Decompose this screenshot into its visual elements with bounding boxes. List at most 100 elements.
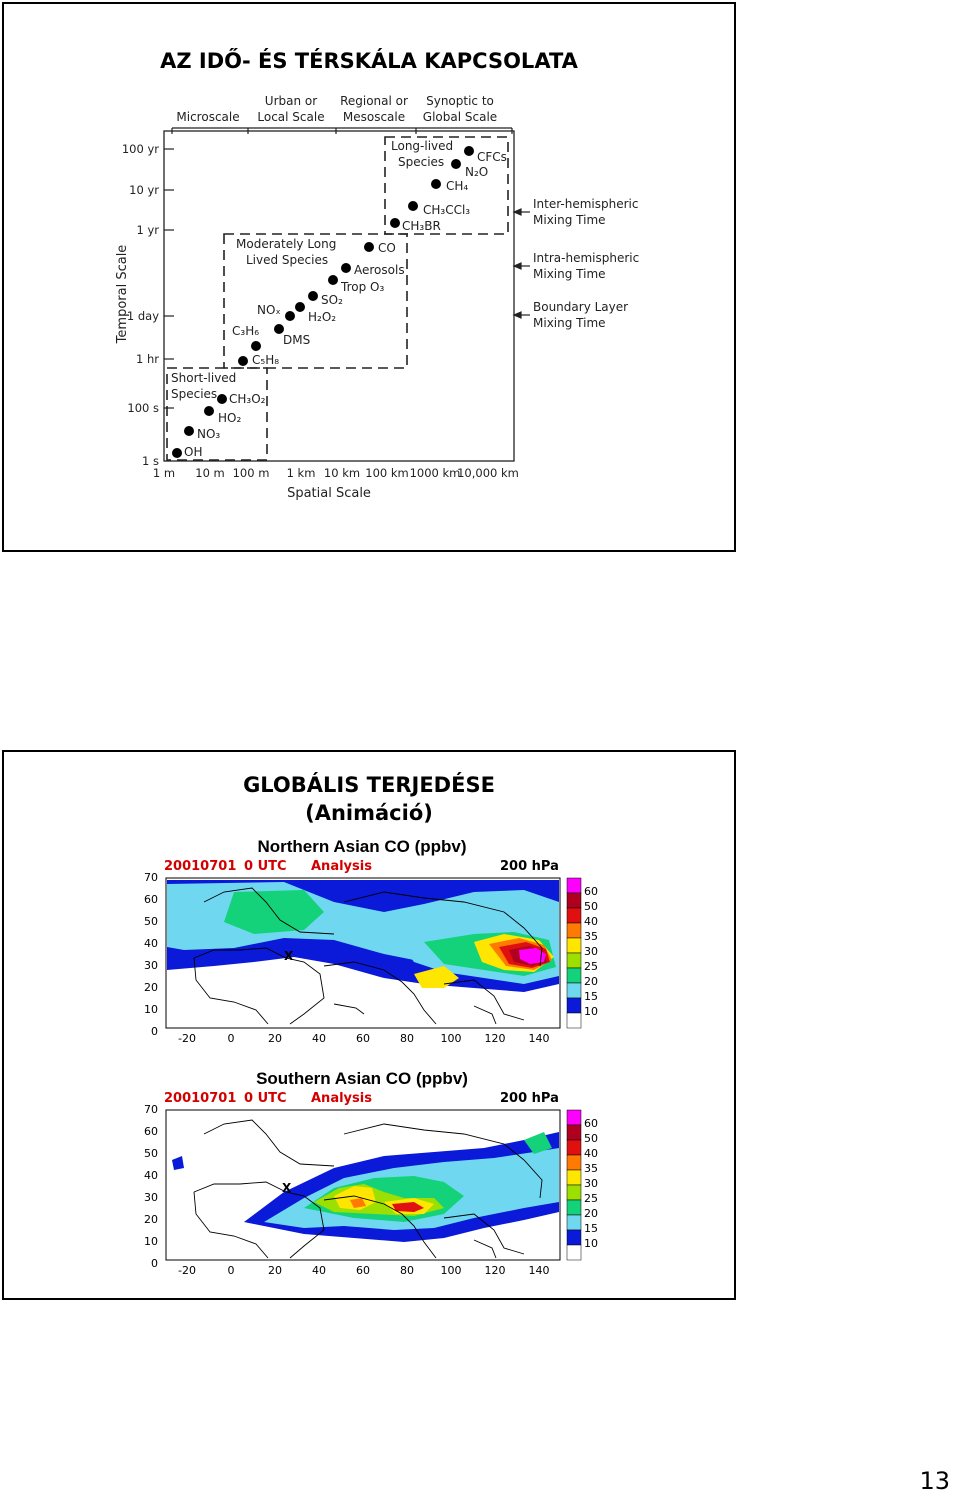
- scale-diagram: Microscale Urban or Local Scale Regional…: [115, 94, 639, 501]
- y-tick-1hr: 1 hr: [136, 352, 159, 366]
- panel2-legend: [566, 1109, 582, 1261]
- panel2-level: 200 hPa: [500, 1091, 559, 1106]
- panel2-lon-80: 80: [400, 1264, 414, 1277]
- panel2-lat-40: 40: [144, 1169, 158, 1182]
- legend-swatch: [566, 1012, 582, 1029]
- panel1-lat-60: 60: [144, 893, 158, 906]
- panel1-legend-15: 15: [584, 990, 598, 1003]
- panel2-title: Southern Asian CO (ppbv): [256, 1069, 468, 1088]
- legend-swatch: [566, 1139, 582, 1156]
- panel2-legend-30: 30: [584, 1177, 598, 1190]
- panel2-legend-20: 20: [584, 1207, 598, 1220]
- panel1-lon-40: 40: [312, 1032, 326, 1045]
- panel1-lat-20: 20: [144, 981, 158, 994]
- header-regional-1: Regional or: [340, 94, 408, 108]
- panel2-lat-20: 20: [144, 1213, 158, 1226]
- box-long-lived: [384, 136, 509, 235]
- x-tick-1m: 1 m: [153, 466, 175, 480]
- panel2-legend-35: 35: [584, 1162, 598, 1175]
- panel2-lon-0: 0: [228, 1264, 235, 1277]
- panel1-lon-100: 100: [441, 1032, 462, 1045]
- legend-swatch: [566, 1214, 582, 1231]
- panel1-legend-25: 25: [584, 960, 598, 973]
- panel2-date: 20010701: [164, 1091, 236, 1106]
- panel2-co-field: [172, 1132, 559, 1242]
- legend-swatch: [566, 1109, 582, 1126]
- panel2-lon-40: 40: [312, 1264, 326, 1277]
- y-tick-10yr: 10 yr: [129, 183, 159, 197]
- point-so2: [308, 291, 318, 301]
- point-trop-o3: [328, 275, 338, 285]
- panel2-lat-0: 0: [151, 1257, 158, 1270]
- point-nox: [285, 311, 295, 321]
- panel1-time: 0 UTC: [244, 859, 287, 874]
- panel2-lon-60: 60: [356, 1264, 370, 1277]
- panel1-lon-0: 0: [228, 1032, 235, 1045]
- slide-title-line1: GLOBÁLIS TERJEDÉSE: [243, 773, 495, 797]
- intra-hemispheric-label-1: Intra-hemispheric: [533, 251, 639, 265]
- boundary-layer-label-2: Mixing Time: [533, 316, 606, 330]
- x-tick-1000km: 1000 km: [410, 466, 461, 480]
- legend-swatch: [566, 907, 582, 924]
- header-urban-2: Local Scale: [257, 110, 324, 124]
- panel1-legend-30: 30: [584, 945, 598, 958]
- legend-swatch: [566, 1199, 582, 1216]
- legend-swatch: [566, 1244, 582, 1261]
- panel2-lon-100: 100: [441, 1264, 462, 1277]
- point-ch3o2: [217, 394, 227, 404]
- panel2-lat-50: 50: [144, 1147, 158, 1160]
- label-dms: DMS: [283, 333, 310, 347]
- panel2-legend-40: 40: [584, 1147, 598, 1160]
- panel1-legend-60: 60: [584, 885, 598, 898]
- long-lived-label-1: Long-lived: [391, 139, 453, 153]
- plot-frame: [163, 130, 515, 462]
- panel-northern-asian-co: Northern Asian CO (ppbv) 20010701 0 UTC …: [144, 837, 598, 1045]
- panel2-lon-m20: -20: [178, 1264, 196, 1277]
- x-tick-1km: 1 km: [287, 466, 316, 480]
- label-co: CO: [378, 241, 396, 255]
- legend-swatch: [566, 952, 582, 969]
- panel2-lon-20: 20: [268, 1264, 282, 1277]
- x-tick-100m: 100 m: [233, 466, 270, 480]
- slide-global-transport: GLOBÁLIS TERJEDÉSE (Animáció) Northern A…: [2, 750, 736, 1300]
- svg-text:X: X: [284, 949, 294, 963]
- legend-swatch: [566, 922, 582, 939]
- point-co: [364, 242, 374, 252]
- label-ho2: HO₂: [218, 411, 241, 425]
- header-regional-2: Mesoscale: [343, 110, 405, 124]
- label-ch4: CH₄: [446, 179, 468, 193]
- y-tick-100s: 100 s: [127, 401, 159, 415]
- svg-text:X: X: [282, 1181, 292, 1195]
- panel1-legend-50: 50: [584, 900, 598, 913]
- label-ch3ccl3: CH₃CCl₃: [423, 203, 470, 217]
- legend-swatch: [566, 997, 582, 1014]
- boundary-layer-label-1: Boundary Layer: [533, 300, 628, 314]
- panel2-lon-140: 140: [529, 1264, 550, 1277]
- point-dms: [274, 324, 284, 334]
- label-c5h8: C₅H₈: [252, 353, 279, 367]
- legend-swatch: [566, 877, 582, 894]
- short-lived-label-2: Species: [171, 387, 217, 401]
- panel1-lon-120: 120: [485, 1032, 506, 1045]
- legend-swatch: [566, 1184, 582, 1201]
- co-maps: Northern Asian CO (ppbv) 20010701 0 UTC …: [144, 837, 598, 1277]
- panel2-lat-70: 70: [144, 1103, 158, 1116]
- panel2-legend-60: 60: [584, 1117, 598, 1130]
- label-oh: OH: [184, 445, 202, 459]
- panel1-lon-80: 80: [400, 1032, 414, 1045]
- panel1-kind: Analysis: [311, 859, 372, 874]
- panel1-lat-50: 50: [144, 915, 158, 928]
- x-tick-10m: 10 m: [195, 466, 225, 480]
- y-axis-label: Temporal Scale: [115, 245, 130, 345]
- slide-title-line2: (Animáció): [305, 801, 433, 825]
- panel2-lat-60: 60: [144, 1125, 158, 1138]
- legend-swatch: [566, 892, 582, 909]
- header-synoptic-2: Global Scale: [423, 110, 497, 124]
- label-c3h6: C₃H₆: [232, 324, 259, 338]
- label-aerosols: Aerosols: [354, 263, 405, 277]
- box-short-lived: [166, 367, 268, 461]
- panel1-coastlines: [193, 887, 543, 1025]
- panel1-level: 200 hPa: [500, 859, 559, 874]
- label-trop-o3: Trop O₃: [340, 280, 384, 294]
- panel1-legend: [566, 877, 582, 1029]
